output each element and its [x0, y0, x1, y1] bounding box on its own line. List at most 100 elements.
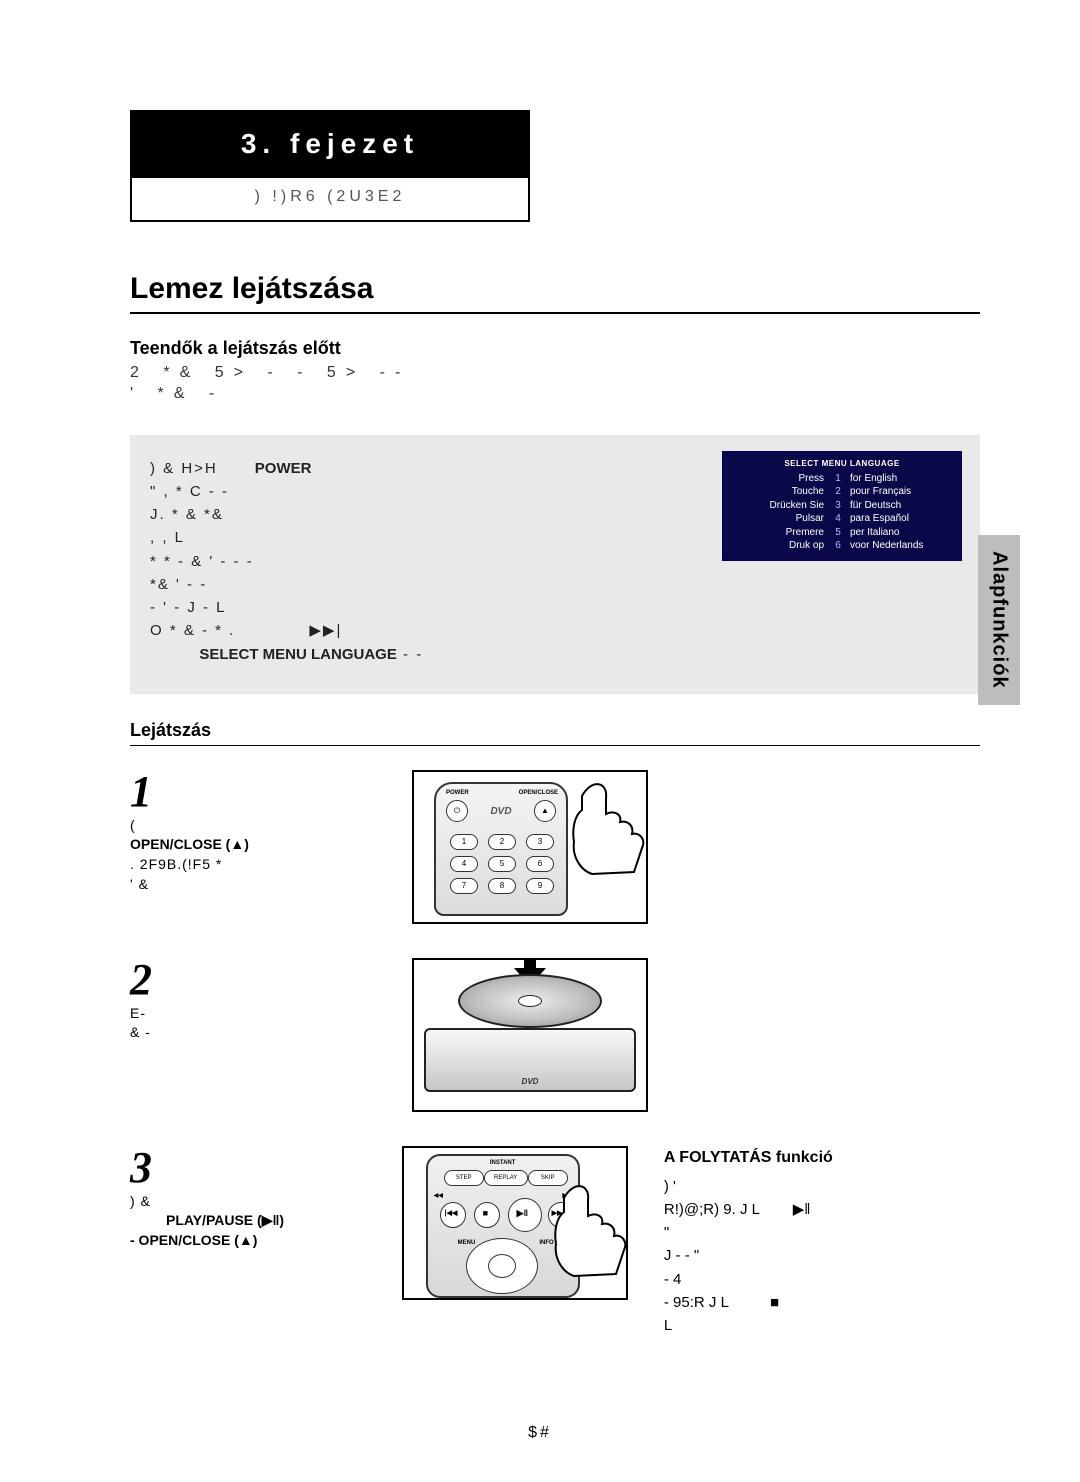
pre-play-line: 2 *& 5> - - 5> --: [130, 363, 980, 384]
remote-body: POWER OPEN/CLOSE ⏻ ▲ DVD 1 2 3 4 5 6 7 8…: [434, 782, 568, 916]
side-tab-label: Alapfunkciók: [988, 551, 1011, 689]
info-line: , , L: [150, 526, 670, 549]
eject-button[interactable]: ▲: [534, 800, 556, 822]
hand-icon: [562, 776, 648, 881]
language-row: Premere 5 per Italiano: [724, 526, 960, 540]
replay-button[interactable]: REPLAY: [484, 1170, 528, 1186]
numpad-2[interactable]: 2: [488, 834, 516, 850]
lang-num: 1: [830, 472, 846, 486]
hand-icon: [544, 1178, 628, 1283]
remote-top-illustration: POWER OPEN/CLOSE ⏻ ▲ DVD 1 2 3 4 5 6 7 8…: [412, 770, 648, 924]
text: & -: [130, 1023, 376, 1043]
step-button[interactable]: STEP: [444, 1170, 484, 1186]
text: R!)@;R) 9. J L: [664, 1201, 760, 1218]
lang-num: 6: [830, 539, 846, 553]
text: . 2F9B.(!F5 *: [130, 855, 376, 875]
lang-left: Premere: [734, 526, 830, 540]
numpad-1[interactable]: 1: [450, 834, 478, 850]
language-row: Druk op 6 voor Nederlands: [724, 539, 960, 553]
info-panel-text: ) & H>H POWER " , * C - - J. * & *& , , …: [150, 457, 670, 666]
stop-icon: ■: [483, 1208, 488, 1218]
lang-num: 4: [830, 512, 846, 526]
info-line: *& ' - -: [150, 573, 670, 596]
chapter-subtitle: ) !)R6 (2U3E2: [130, 178, 530, 222]
numpad-7[interactable]: 7: [450, 878, 478, 894]
lang-right: per Italiano: [846, 526, 950, 540]
play-icon: ▶ǁ: [517, 1208, 528, 1219]
language-row: Pulsar 4 para Español: [724, 512, 960, 526]
language-menu-box: SELECT MENU LANGUAGE Press 1 for English…: [722, 451, 962, 561]
dpad-center[interactable]: [488, 1254, 516, 1278]
step-text: 3 ) & PLAY/PAUSE (▶ǁ) - OPEN/CLOSE (▲): [130, 1146, 366, 1338]
page-number: $#: [528, 1424, 552, 1442]
language-row: Press 1 for English: [724, 472, 960, 486]
play-pause-icon: ▶ǁ: [793, 1201, 811, 1218]
skip-fwd-icon: ▶▶|: [309, 622, 342, 639]
disc-tray-illustration: DVD: [412, 958, 648, 1112]
step-row: 1 ( OPEN/CLOSE (▲) . 2F9B.(!F5 * ' & POW…: [130, 770, 980, 924]
info-line: " , * C - -: [150, 480, 670, 503]
open-close-label: OPEN/CLOSE (▲): [130, 836, 249, 852]
numpad-6[interactable]: 6: [526, 856, 554, 872]
rew-icon: ◀◀: [434, 1192, 443, 1199]
text: E-: [130, 1004, 376, 1024]
divider: [130, 312, 980, 314]
numpad-5[interactable]: 5: [488, 856, 516, 872]
divider: [130, 745, 980, 746]
side-tab: Alapfunkciók: [978, 535, 1020, 705]
lang-left: Druk op: [734, 539, 830, 553]
numpad-9[interactable]: 9: [526, 878, 554, 894]
lang-right: voor Nederlands: [846, 539, 950, 553]
info-line: * * - & ' - - -: [150, 550, 670, 573]
lang-num: 3: [830, 499, 846, 513]
text: O * & - * .: [150, 622, 235, 639]
lang-left: Pulsar: [734, 512, 830, 526]
lang-left: Touche: [734, 485, 830, 499]
resume-line: ) ': [664, 1175, 980, 1198]
remote-mid-illustration: INSTANT STEP REPLAY SKIP ◀◀ ▶▶ |◀◀ ■ ▶ǁ …: [402, 1146, 628, 1300]
step-row: 3 ) & PLAY/PAUSE (▶ǁ) - OPEN/CLOSE (▲) I…: [130, 1146, 980, 1338]
play-pause-label: PLAY/PAUSE (▶ǁ): [166, 1212, 284, 1228]
text: ) &: [130, 1192, 366, 1212]
info-line: O * & - * . ▶▶|: [150, 619, 670, 642]
power-label: POWER: [446, 790, 469, 796]
resume-line: - 95:R J L ■: [664, 1291, 980, 1314]
lang-num: 2: [830, 485, 846, 499]
instant-label: INSTANT: [490, 1160, 516, 1166]
info-line: - ' - J - L: [150, 596, 670, 619]
resume-line: ": [664, 1221, 980, 1244]
open-close-label: - OPEN/CLOSE (▲): [130, 1232, 257, 1248]
pre-play-line: ' *& -: [130, 384, 980, 405]
lang-num: 5: [830, 526, 846, 540]
power-button[interactable]: ⏻: [446, 800, 468, 822]
resume-line: L: [664, 1314, 980, 1337]
resume-function: A FOLYTATÁS funkció ) ' R!)@;R) 9. J L ▶…: [664, 1146, 980, 1338]
numpad-3[interactable]: 3: [526, 834, 554, 850]
text: ) & H>H: [150, 460, 218, 477]
select-menu-language-label: SELECT MENU LANGUAGE: [199, 646, 397, 663]
pre-play-heading: Teendők a lejátszás előtt: [130, 338, 980, 359]
power-label: POWER: [255, 460, 312, 477]
lang-left: Drücken Sie: [734, 499, 830, 513]
lang-right: para Español: [846, 512, 950, 526]
numpad-4[interactable]: 4: [450, 856, 478, 872]
numpad-8[interactable]: 8: [488, 878, 516, 894]
text: ' &: [130, 875, 376, 895]
info-line: ) & H>H POWER: [150, 457, 670, 480]
text: (: [130, 816, 376, 836]
language-row: Drücken Sie 3 für Deutsch: [724, 499, 960, 513]
section-title: Lemez lejátszása: [130, 272, 980, 306]
step-row: 2 E- & - DVD: [130, 958, 980, 1112]
info-line: SELECT MENU LANGUAGE - -: [150, 643, 670, 666]
step-body: ) & PLAY/PAUSE (▶ǁ) - OPEN/CLOSE (▲): [130, 1192, 366, 1251]
step-body: ( OPEN/CLOSE (▲) . 2F9B.(!F5 * ' &: [130, 816, 376, 894]
resume-line: J - - ": [664, 1244, 980, 1267]
prev-icon: |◀◀: [445, 1209, 458, 1217]
language-row: Touche 2 pour Français: [724, 485, 960, 499]
menu-label: MENU: [458, 1240, 476, 1246]
step-number: 1: [130, 770, 376, 814]
eject-icon: ▲: [541, 806, 549, 815]
step-number: 2: [130, 958, 376, 1002]
text: - 95:R J L: [664, 1294, 728, 1311]
chapter-header: 3. fejezet ) !)R6 (2U3E2: [130, 110, 530, 222]
